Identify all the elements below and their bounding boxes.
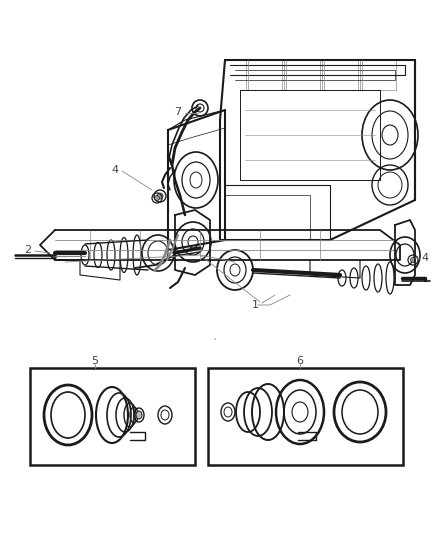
Text: 5: 5 [92,356,99,366]
Text: 1: 1 [251,300,258,310]
Bar [360,60,396,90]
Text: 6: 6 [297,356,304,366]
Text: ·: · [213,333,217,347]
Ellipse shape [136,411,142,419]
Bar [322,60,358,90]
Bar [30,368,195,465]
Bar [284,60,320,90]
Text: 7: 7 [174,107,182,117]
Text: 4: 4 [421,253,428,263]
Ellipse shape [155,196,159,200]
Bar [208,368,403,465]
Bar [246,60,282,90]
Ellipse shape [157,193,163,199]
Text: 2: 2 [25,245,32,255]
Ellipse shape [410,257,416,262]
Text: 4: 4 [111,165,119,175]
